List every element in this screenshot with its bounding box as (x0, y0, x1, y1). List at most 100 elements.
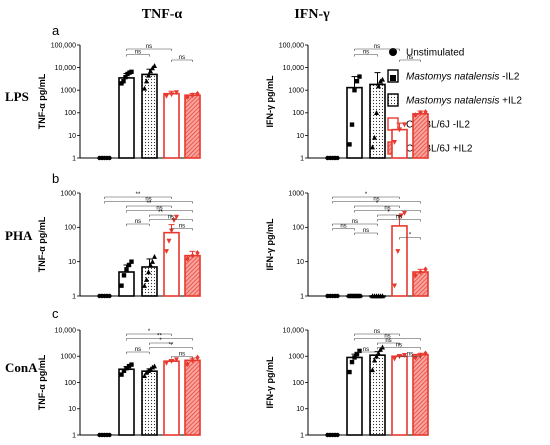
y-axis-label: IFN-γ pg/mL (265, 75, 275, 127)
y-tick-label: 10 (68, 259, 76, 266)
data-point (347, 142, 352, 147)
y-axis-label: TNF-α pg/mL (37, 354, 47, 410)
bar (118, 77, 135, 159)
y-tick-label: 10 (296, 133, 304, 140)
data-point (423, 109, 428, 115)
data-point (349, 122, 355, 127)
data-point (354, 79, 360, 84)
significance-label: ns (374, 44, 380, 50)
y-tick-label: 1 (72, 155, 76, 162)
data-point (164, 93, 169, 99)
significance-label: ns (384, 334, 390, 340)
panel-label-b: b (52, 171, 59, 186)
significance-label: ns (340, 224, 346, 230)
data-point (395, 249, 401, 255)
significance-label: ns (179, 352, 185, 358)
significance-label: ns (384, 206, 390, 212)
data-point (423, 266, 428, 273)
bar (118, 368, 135, 436)
legend-swatch (389, 48, 397, 56)
y-tick-label: 10 (68, 133, 76, 140)
data-point (129, 362, 134, 367)
data-point (372, 357, 377, 363)
data-point (142, 373, 147, 378)
data-point (195, 354, 200, 361)
data-point (166, 238, 172, 244)
data-point (392, 356, 397, 362)
y-tick-label: 100 (64, 380, 76, 387)
legend-label: Unstimulated (406, 48, 464, 59)
data-point (354, 351, 360, 357)
significance-label: * (387, 210, 390, 216)
data-point (121, 273, 127, 278)
y-tick-label: 1000 (60, 88, 76, 95)
y-tick-label: 100 (292, 225, 304, 232)
significance-label: * (409, 233, 412, 239)
significance-label: ns (407, 55, 413, 61)
data-point (148, 68, 153, 74)
data-point (357, 293, 362, 299)
bar (412, 113, 429, 159)
data-point (402, 210, 407, 216)
row-label-pha: PHA (5, 228, 33, 243)
y-tick-label: 1000 (288, 354, 304, 361)
significance-label: ns (135, 347, 141, 353)
significance-label: * (376, 201, 379, 207)
data-point (190, 252, 195, 259)
data-point (352, 293, 357, 299)
data-point (126, 262, 132, 268)
column-header-tnf: TNF-α (142, 7, 183, 22)
y-tick-label: 1 (300, 155, 304, 162)
data-point (413, 112, 418, 118)
row-label-cona: ConA (5, 360, 38, 375)
data-point (392, 140, 397, 145)
significance-label: ns (363, 228, 369, 234)
significance-label: ns (407, 352, 413, 358)
significance-label: ** (157, 334, 162, 340)
significance-label: ** (136, 192, 141, 198)
data-point (169, 358, 174, 364)
column-header-ifn: IFN-γ (294, 7, 330, 22)
bar (184, 94, 201, 159)
data-point (142, 282, 147, 288)
data-point (119, 372, 124, 377)
data-point (150, 258, 155, 264)
data-point (107, 432, 112, 438)
y-tick-label: 1 (300, 293, 304, 300)
significance-label: ns (363, 347, 369, 353)
y-tick-label: 1000 (288, 190, 304, 197)
data-point (335, 293, 340, 299)
y-tick-label: 10 (296, 259, 304, 266)
data-point (129, 69, 134, 75)
data-point (146, 269, 151, 275)
data-point (374, 110, 379, 115)
y-tick-label: 1000 (60, 190, 76, 197)
y-tick-label: 100,000 (279, 42, 304, 49)
data-point (146, 72, 151, 78)
y-tick-label: 10 (68, 406, 76, 413)
data-point (185, 256, 190, 262)
y-tick-label: 1 (72, 293, 76, 300)
data-point (347, 293, 352, 299)
legend-item: Mastomys natalensis +IL2 (387, 93, 522, 107)
data-point (169, 92, 174, 98)
y-tick-label: 1000 (288, 88, 304, 95)
significance-label: ns (146, 44, 152, 50)
significance-label: ns (179, 224, 185, 230)
significance-label: ns (179, 55, 185, 61)
data-point (380, 293, 385, 299)
data-point (335, 155, 340, 161)
significance-label: * (365, 192, 368, 198)
legend-item: Mastomys natalensis -IL2 (387, 69, 520, 83)
data-point (418, 110, 423, 116)
significance-label: ns (135, 50, 141, 56)
data-point (397, 127, 402, 133)
bar (412, 353, 429, 436)
data-point (164, 249, 169, 255)
legend-swatch (387, 93, 399, 107)
legend-suffix: +IL2 (499, 96, 522, 107)
bar (391, 355, 408, 436)
